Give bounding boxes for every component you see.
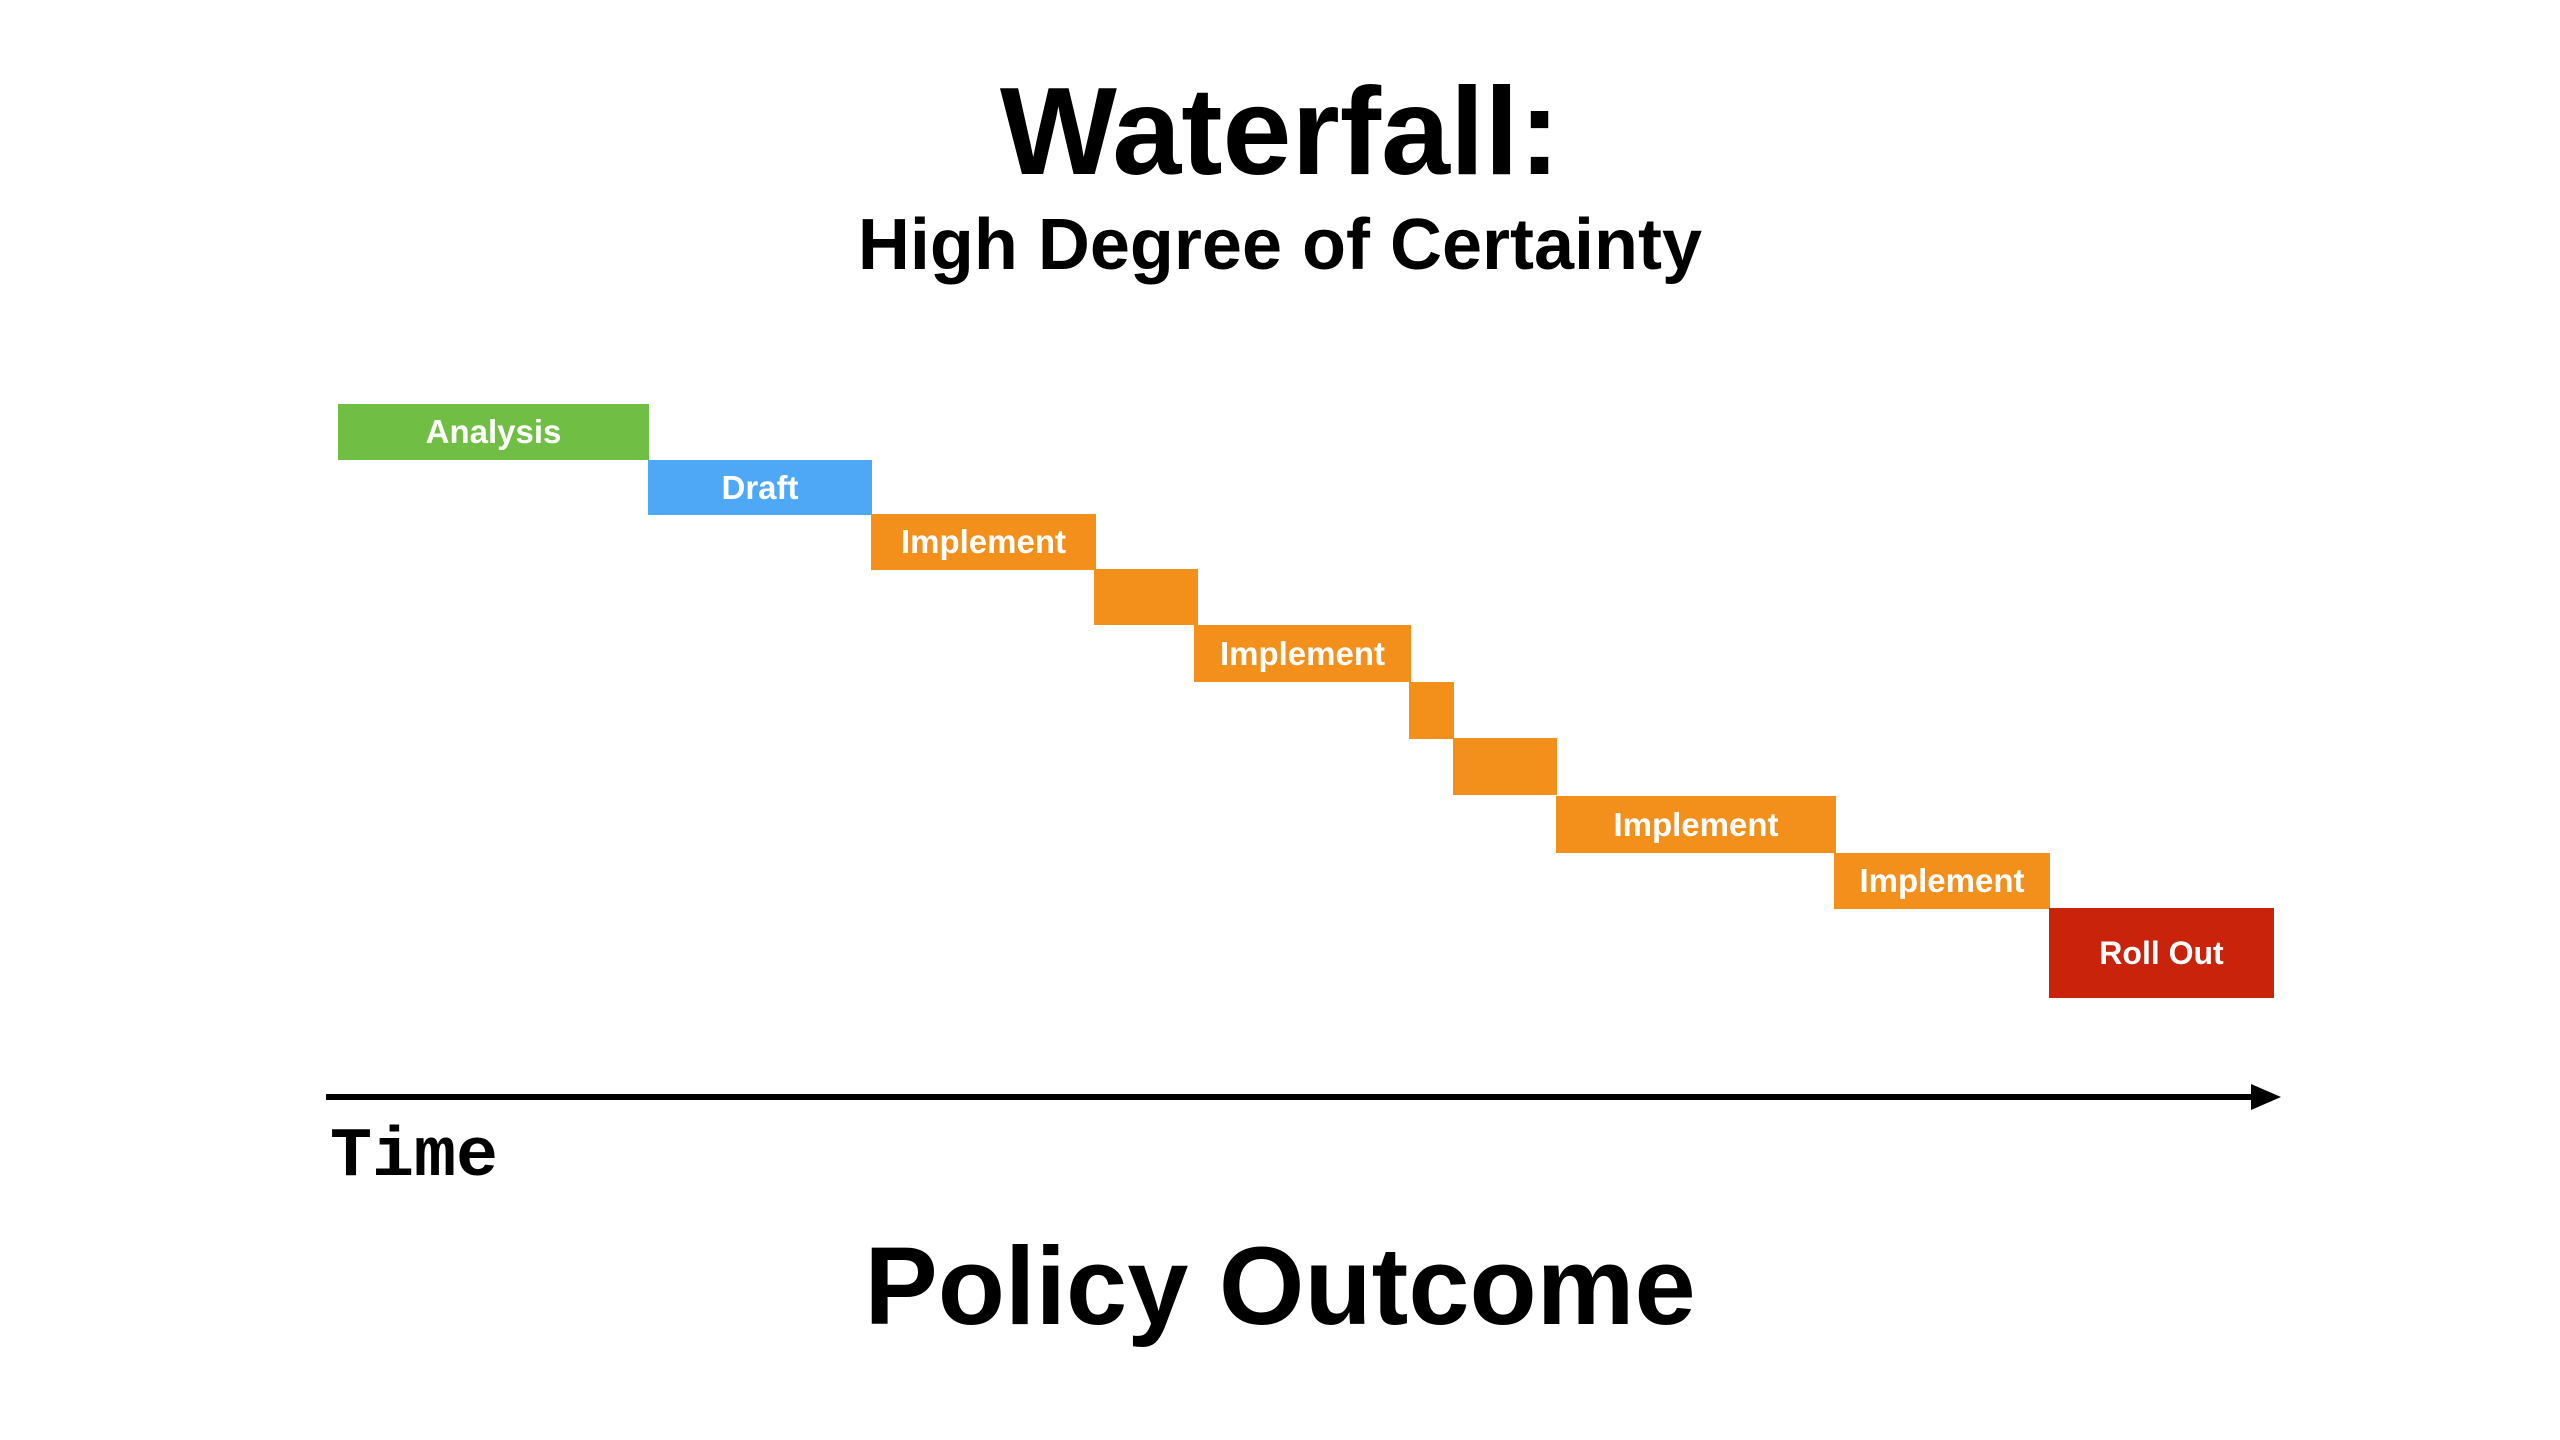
step-label: Implement — [900, 523, 1067, 560]
step-draft: Draft — [648, 460, 872, 515]
step-implement-2-continuation-b — [1453, 738, 1557, 795]
step-label: Implement — [1219, 634, 1386, 672]
step-implement-2-continuation-a — [1409, 682, 1454, 739]
step-label: Draft — [721, 468, 799, 506]
diagram-title: Waterfall: — [999, 63, 1561, 201]
step-label: Roll Out — [2099, 934, 2224, 971]
step-implement-1-continuation — [1094, 569, 1198, 625]
step-implement-2: Implement — [1194, 625, 1411, 682]
step-label: Analysis — [425, 413, 562, 450]
step-implement-3: Implement — [1556, 796, 1836, 853]
step-analysis: Analysis — [338, 404, 649, 460]
step-label: Implement — [1613, 805, 1779, 843]
step-implement-4: Implement — [1834, 853, 2050, 909]
time-axis-label: Time — [330, 1118, 499, 1197]
diagram-subtitle: High Degree of Certainty — [857, 205, 1703, 285]
step-label: Implement — [1859, 862, 2025, 899]
step-implement-1: Implement — [871, 514, 1096, 570]
policy-outcome-label: Policy Outcome — [864, 1225, 1696, 1348]
step-roll-out: Roll Out — [2049, 908, 2274, 998]
time-axis-arrow — [326, 1084, 2281, 1110]
